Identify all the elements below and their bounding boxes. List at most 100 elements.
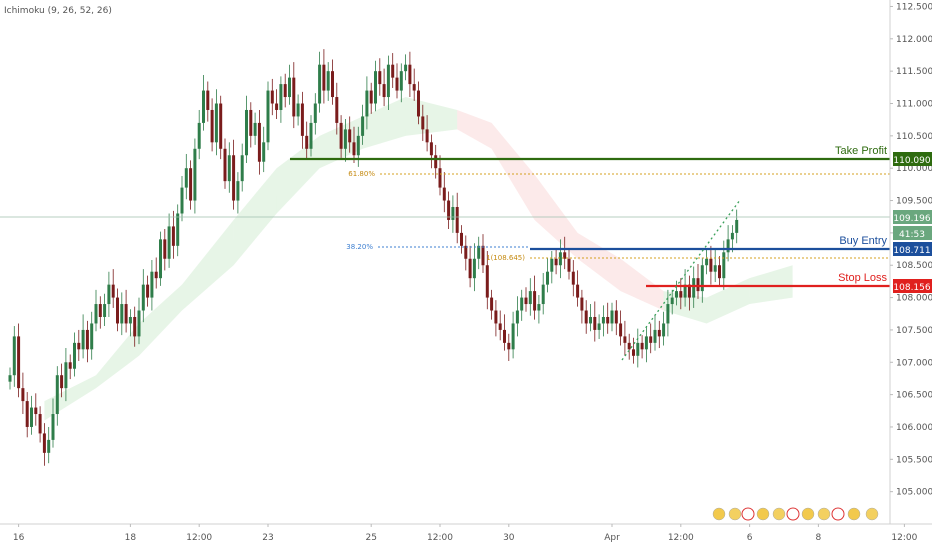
candle-body: [98, 304, 102, 317]
current-price-tag: [893, 210, 932, 224]
event-flag-icon[interactable]: [712, 507, 726, 521]
candle-body: [382, 84, 386, 98]
candle-body: [137, 310, 141, 337]
candle-body: [438, 168, 442, 188]
ichimoku-cloud: [44, 97, 793, 421]
candle-body: [468, 258, 472, 279]
cloud-segment: [663, 291, 707, 324]
candle-body: [511, 323, 515, 350]
candle-body: [623, 336, 627, 343]
candle-body: [679, 291, 683, 298]
event-flag-icon[interactable]: [817, 507, 831, 521]
trendline[interactable]: [621, 199, 741, 361]
y-tick-label: 107.500: [896, 326, 932, 336]
cloud-segment: [577, 232, 621, 292]
cloud-segment: [182, 219, 234, 311]
candle-body: [206, 90, 210, 110]
candle-body: [365, 90, 369, 117]
candle-body: [81, 329, 85, 350]
event-flag-icon[interactable]: [847, 507, 861, 521]
candle-body: [116, 297, 119, 324]
cloud-segment: [749, 265, 793, 305]
x-tick-label: 8: [816, 533, 822, 543]
candle-body: [649, 336, 653, 343]
candle-body: [490, 297, 494, 311]
event-flag-icon[interactable]: [865, 507, 879, 521]
candle-body: [391, 64, 395, 78]
candle-body: [632, 349, 635, 356]
candle-body: [404, 64, 408, 72]
candle-body: [240, 155, 244, 182]
candle-body: [481, 245, 485, 266]
y-tick-label: 109.500: [896, 197, 932, 207]
event-flag-icon[interactable]: [772, 507, 786, 521]
y-tick-label: 105.000: [896, 488, 932, 498]
cloud-segment: [139, 284, 182, 356]
price-axis[interactable]: [0, 0, 932, 525]
candle-body: [262, 142, 266, 162]
y-tick-label: 112.000: [896, 35, 932, 45]
candle-body: [386, 64, 390, 98]
y-tick-label: 112.500: [896, 2, 932, 12]
candle-body: [283, 84, 287, 98]
candle-body: [593, 316, 597, 330]
event-flag-icon[interactable]: [801, 507, 815, 521]
candle-body: [675, 291, 678, 298]
buy-entry-label: Buy Entry: [839, 235, 887, 247]
candle-body: [700, 265, 704, 292]
candle-body: [30, 407, 33, 427]
cloud-segment: [457, 109, 492, 149]
axis-ticks: 112.500 112.000 111.500 111.000 110.500 110.0…: [13, 2, 932, 543]
y-tick-label: 111.500: [896, 67, 932, 77]
candle-body: [653, 329, 657, 343]
candle-body: [339, 122, 343, 149]
candle-body: [576, 284, 580, 298]
candle-body: [614, 310, 618, 324]
indicator-label[interactable]: Ichimoku (9, 26, 52, 26): [4, 6, 112, 16]
candle-body: [107, 284, 111, 305]
candle-body: [434, 155, 438, 169]
candle-body: [447, 200, 451, 220]
candle-body: [683, 284, 687, 298]
candle-body: [554, 258, 558, 266]
candle-body: [520, 297, 524, 311]
event-flag-icon[interactable]: [741, 507, 755, 521]
candle-body: [352, 142, 356, 156]
x-tick-label: 30: [503, 533, 515, 543]
x-tick-label: 25: [365, 533, 376, 543]
candle-body: [128, 316, 132, 324]
event-flag-icon[interactable]: [728, 507, 742, 521]
candle-body: [189, 168, 193, 201]
cloud-segment: [706, 278, 750, 324]
y-tick-label: 111.000: [896, 100, 932, 110]
y-tick-label: 106.500: [896, 391, 932, 401]
candle-body: [322, 64, 326, 91]
candle-body: [17, 336, 21, 389]
candle-body: [429, 142, 433, 156]
candle-body: [236, 181, 240, 201]
buy-entry-price-text: 108.711: [893, 246, 930, 256]
event-flag-icon[interactable]: [831, 507, 845, 521]
candle-body: [412, 84, 416, 91]
event-flag-icon[interactable]: [786, 507, 800, 521]
candle-body: [219, 103, 223, 149]
candle-body: [288, 77, 291, 98]
candle-body: [399, 71, 403, 91]
candle-body: [214, 103, 218, 143]
y-tick-label: 108.500: [896, 261, 932, 271]
candle-body: [369, 90, 373, 104]
cloud-segment: [491, 122, 535, 220]
candle-body: [589, 316, 592, 324]
candle-body: [584, 310, 588, 324]
event-flag-icon[interactable]: [756, 507, 770, 521]
economic-events-row[interactable]: [712, 507, 879, 521]
candle-body: [296, 103, 300, 117]
candle-body: [515, 310, 519, 324]
candle-body: [73, 342, 76, 369]
take-profit-price-tag: [893, 152, 932, 166]
candle-body: [735, 219, 739, 233]
candle-body: [709, 258, 713, 272]
candle-body: [141, 284, 145, 311]
candle-body: [223, 148, 227, 182]
